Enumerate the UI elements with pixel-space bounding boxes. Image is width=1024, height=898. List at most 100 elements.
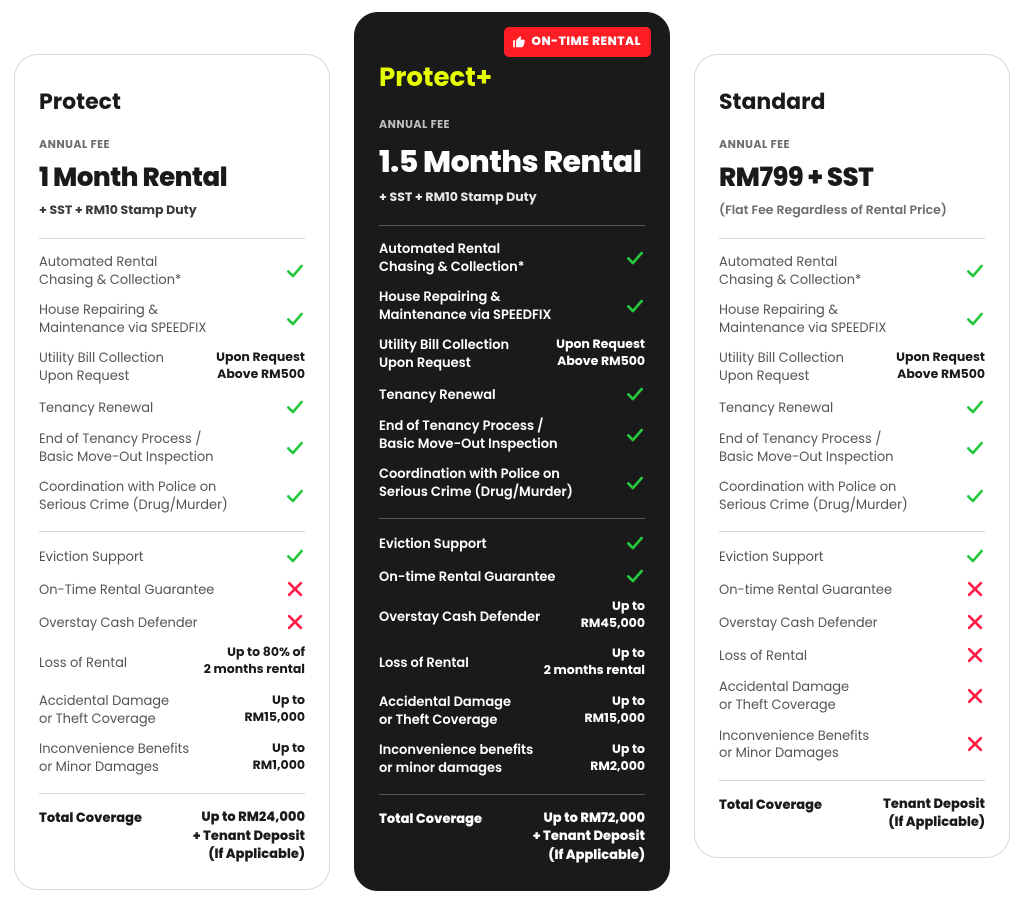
check-icon xyxy=(625,425,645,445)
feature-label: Overstay Cash Defender xyxy=(379,608,569,626)
feature-label: Coordination with Police onSerious Crime… xyxy=(379,465,613,500)
thumbs-up-icon xyxy=(512,35,526,49)
feature-label: Automated RentalChasing & Collection* xyxy=(379,240,613,275)
feature-group: Eviction Support On-time Rental Guarante… xyxy=(379,533,645,776)
plan-price-sub: + SST + RM10 Stamp Duty xyxy=(39,202,305,220)
feature-label: Eviction Support xyxy=(719,548,953,566)
total-value: Up to RM24,000 + Tenant Deposit (If Appl… xyxy=(193,808,305,863)
divider xyxy=(719,531,985,532)
feature-row: Eviction Support xyxy=(379,533,645,553)
feature-row: Utility Bill CollectionUpon Request Upon… xyxy=(719,349,985,384)
feature-label: End of Tenancy Process /Basic Move-Out I… xyxy=(379,417,613,452)
feature-row: Inconvenience Benefitsor Minor Damages xyxy=(719,727,985,762)
feature-row: Eviction Support xyxy=(719,546,985,566)
feature-label: Overstay Cash Defender xyxy=(39,614,273,632)
feature-row: House Repairing &Maintenance via SPEEDFI… xyxy=(39,301,305,336)
feature-label: Accidental Damageor Theft Coverage xyxy=(39,692,233,727)
feature-value: Up to RM15,000 xyxy=(585,694,646,728)
divider xyxy=(379,518,645,519)
feature-label: Eviction Support xyxy=(379,535,613,553)
total-coverage-row: Total Coverage Tenant Deposit (If Applic… xyxy=(719,795,985,831)
feature-label: Accidental Damageor Theft Coverage xyxy=(719,678,953,713)
feature-label: End of Tenancy Process /Basic Move-Out I… xyxy=(719,430,953,465)
feature-label: Tenancy Renewal xyxy=(39,399,273,417)
cross-icon xyxy=(285,579,305,599)
feature-row: Tenancy Renewal xyxy=(39,397,305,417)
feature-label: House Repairing &Maintenance via SPEEDFI… xyxy=(379,288,613,323)
feature-group: Automated RentalChasing & Collection* Ho… xyxy=(379,240,645,500)
feature-row: Coordination with Police onSerious Crime… xyxy=(719,478,985,513)
feature-label: House Repairing &Maintenance via SPEEDFI… xyxy=(719,301,953,336)
feature-row: Automated RentalChasing & Collection* xyxy=(379,240,645,275)
pricing-table: Protect ANNUAL FEE 1 Month Rental + SST + R… xyxy=(14,0,1010,891)
feature-label: On-time Rental Guarantee xyxy=(719,581,953,599)
plan-price: RM799 + SST xyxy=(719,159,985,198)
feature-label: Automated RentalChasing & Collection* xyxy=(719,253,953,288)
feature-row: On-time Rental Guarantee xyxy=(719,579,985,599)
divider xyxy=(379,225,645,226)
fee-label: ANNUAL FEE xyxy=(379,116,645,133)
cross-icon xyxy=(285,612,305,632)
feature-label: Tenancy Renewal xyxy=(379,386,613,404)
feature-group: Automated RentalChasing & Collection* Ho… xyxy=(39,253,305,513)
feature-value: Up to RM1,000 xyxy=(253,741,305,775)
feature-group: Eviction Support On-time Rental Guarante… xyxy=(719,546,985,761)
feature-row: Inconvenience benefitsor minor damages U… xyxy=(379,741,645,776)
check-icon xyxy=(965,397,985,417)
feature-row: End of Tenancy Process /Basic Move-Out I… xyxy=(379,417,645,452)
divider xyxy=(39,238,305,239)
feature-group: Eviction Support On-Time Rental Guarante… xyxy=(39,546,305,775)
plan-price-sub: (Flat Fee Regardless of Rental Price) xyxy=(719,202,985,220)
feature-label: Inconvenience Benefitsor Minor Damages xyxy=(719,727,953,762)
on-time-rental-badge: ON-TIME RENTAL xyxy=(504,27,651,57)
plan-name: Protect xyxy=(39,85,305,118)
feature-label: Loss of Rental xyxy=(379,654,532,672)
feature-label: Eviction Support xyxy=(39,548,273,566)
check-icon xyxy=(285,486,305,506)
cross-icon xyxy=(965,734,985,754)
plan-price: 1.5 Months Rental xyxy=(379,139,645,185)
check-icon xyxy=(285,546,305,566)
feature-label: Utility Bill CollectionUpon Request xyxy=(379,336,544,371)
feature-row: Accidental Damageor Theft Coverage Up to… xyxy=(379,693,645,728)
feature-label: Coordination with Police onSerious Crime… xyxy=(719,478,953,513)
feature-value: Up to RM45,000 xyxy=(581,599,645,633)
feature-row: Utility Bill CollectionUpon Request Upon… xyxy=(39,349,305,384)
divider xyxy=(39,793,305,794)
check-icon xyxy=(285,397,305,417)
divider xyxy=(719,238,985,239)
cross-icon xyxy=(965,579,985,599)
plan-card-protectplus: ON-TIME RENTAL Protect+ ANNUAL FEE 1.5 Mon… xyxy=(354,12,670,891)
badge-text: ON-TIME RENTAL xyxy=(532,33,641,51)
feature-row: On-time Rental Guarantee xyxy=(379,566,645,586)
feature-label: Overstay Cash Defender xyxy=(719,614,953,632)
feature-row: House Repairing &Maintenance via SPEEDFI… xyxy=(379,288,645,323)
check-icon xyxy=(625,473,645,493)
check-icon xyxy=(625,248,645,268)
check-icon xyxy=(965,309,985,329)
feature-value: Up to RM2,000 xyxy=(590,742,645,776)
total-label: Total Coverage xyxy=(379,809,482,829)
plan-name: Protect+ xyxy=(379,59,645,98)
plan-price: 1 Month Rental xyxy=(39,159,305,198)
feature-label: Utility Bill CollectionUpon Request xyxy=(39,349,204,384)
feature-label: Automated RentalChasing & Collection* xyxy=(39,253,273,288)
feature-row: Tenancy Renewal xyxy=(719,397,985,417)
check-icon xyxy=(285,261,305,281)
feature-row: Automated RentalChasing & Collection* xyxy=(39,253,305,288)
cross-icon xyxy=(965,686,985,706)
feature-row: Overstay Cash Defender xyxy=(719,612,985,632)
feature-row: Coordination with Police onSerious Crime… xyxy=(39,478,305,513)
feature-value: Up to 80% of 2 months rental xyxy=(204,645,305,679)
feature-row: Eviction Support xyxy=(39,546,305,566)
check-icon xyxy=(965,486,985,506)
feature-value: Up to 2 months rental xyxy=(544,646,645,680)
cross-icon xyxy=(965,645,985,665)
feature-value: Upon Request Above RM500 xyxy=(216,350,305,384)
check-icon xyxy=(625,566,645,586)
feature-row: Loss of Rental Up to 2 months rental xyxy=(379,646,645,680)
feature-label: End of Tenancy Process /Basic Move-Out I… xyxy=(39,430,273,465)
feature-row: Coordination with Police onSerious Crime… xyxy=(379,465,645,500)
feature-row: End of Tenancy Process /Basic Move-Out I… xyxy=(719,430,985,465)
divider xyxy=(719,780,985,781)
